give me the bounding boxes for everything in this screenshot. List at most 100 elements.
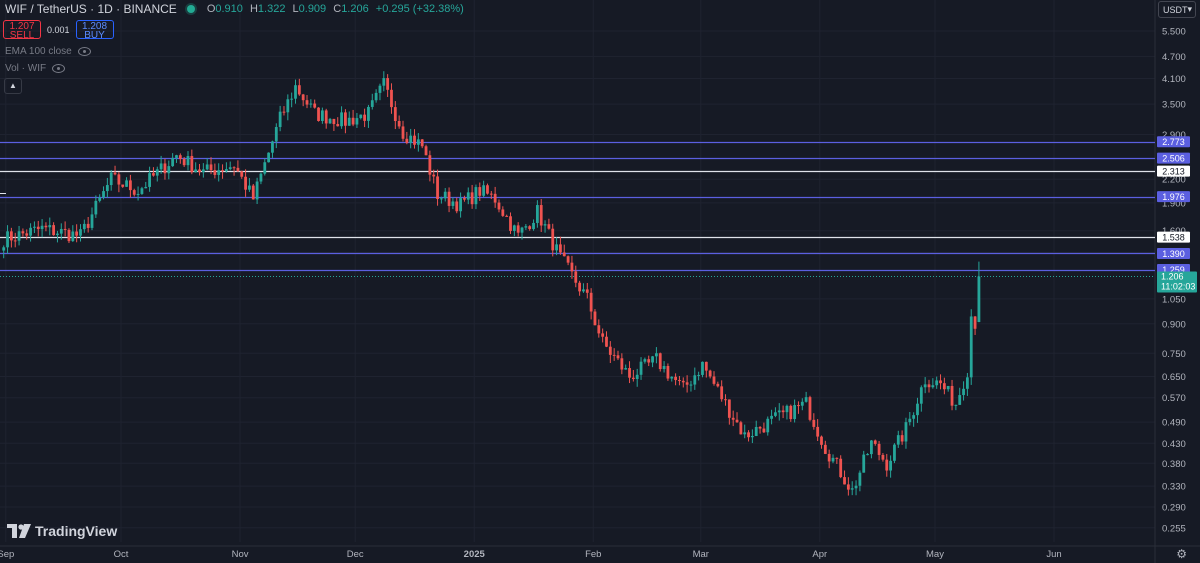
candle-body [616, 355, 620, 359]
eye-icon[interactable] [77, 47, 91, 56]
candle-body [770, 415, 773, 419]
candle [224, 162, 228, 173]
candle [612, 348, 616, 361]
candle [228, 161, 232, 171]
candle-body [747, 432, 750, 438]
candle-body [754, 426, 758, 436]
candle-body [559, 244, 562, 253]
last-price-label: 1.206 [1161, 272, 1184, 282]
candle [678, 376, 681, 386]
candle-body [866, 454, 869, 456]
candle [939, 374, 942, 390]
candle-body [743, 432, 747, 435]
eye-icon[interactable] [52, 64, 66, 73]
candle [413, 129, 416, 149]
candle [535, 200, 539, 228]
candle [63, 221, 67, 237]
candle [747, 430, 750, 442]
symbol-title[interactable]: WIF / TetherUS · 1D · BINANCE [5, 2, 177, 16]
candle-body [159, 163, 163, 170]
candle [597, 319, 601, 338]
candle [839, 455, 843, 479]
candle-body [689, 384, 693, 386]
candle [666, 363, 670, 381]
candle [697, 371, 701, 381]
candle-body [259, 173, 263, 182]
candle [478, 182, 482, 201]
buy-button[interactable]: 1.208 BUY [75, 20, 114, 41]
candle-body [843, 477, 846, 485]
candle [121, 184, 125, 188]
y-axis[interactable]: 5.5004.7004.1003.5002.9002.5002.2001.900… [1162, 27, 1186, 535]
sell-button[interactable]: 1.207 SELL [3, 20, 41, 41]
volume-indicator[interactable]: Vol · WIF [5, 63, 66, 74]
y-tick-label: 1.050 [1162, 294, 1186, 305]
candle [271, 140, 274, 158]
candle [858, 470, 862, 492]
x-tick-label: 2025 [464, 549, 486, 560]
candle [800, 398, 804, 411]
gear-icon[interactable]: ⚙ [1176, 547, 1187, 561]
ohlc-legend: O0.910 H1.322 L0.909 C1.206 +0.295 (+32.… [206, 3, 464, 15]
candle [823, 440, 827, 455]
x-axis[interactable]: Sep Oct Nov Dec 2025 Feb Mar Apr May Jun [0, 549, 1062, 560]
candle [274, 123, 278, 149]
ema-indicator[interactable]: EMA 100 close [5, 46, 91, 57]
tradingview-logo-icon [7, 524, 31, 538]
level-price-label-bg [1157, 165, 1190, 177]
candle [770, 409, 773, 425]
candle [436, 169, 439, 206]
candle-body [493, 193, 497, 203]
candle-body [175, 155, 178, 158]
candle [862, 450, 866, 473]
candle [459, 192, 462, 218]
candle-body [881, 454, 885, 460]
candle [566, 255, 570, 266]
candle-body [171, 157, 175, 167]
candle-body [290, 98, 294, 100]
candle-body [105, 185, 109, 192]
candle-body [601, 333, 605, 337]
candle [198, 163, 201, 176]
candle-body [501, 209, 505, 216]
candle [866, 453, 869, 456]
candle [232, 166, 236, 176]
candle [67, 228, 71, 244]
candle [670, 376, 674, 382]
candle-body [670, 376, 674, 379]
candle [582, 283, 585, 293]
candle [720, 380, 724, 402]
candle [90, 207, 94, 231]
candle-body [424, 146, 428, 156]
candle [186, 151, 190, 171]
candle-body [351, 117, 355, 125]
candle-body [382, 78, 386, 86]
candle-body [470, 192, 474, 205]
candle [520, 226, 524, 240]
candle [774, 407, 777, 418]
candle [501, 206, 505, 217]
candle [340, 106, 343, 129]
candle [593, 309, 597, 326]
candle [470, 184, 474, 209]
candle-body [935, 380, 939, 386]
collapse-legend-button[interactable]: ▲ [4, 78, 22, 94]
candle-body [873, 440, 877, 444]
candle-body [48, 225, 52, 228]
candle-body [228, 167, 232, 170]
candle [651, 355, 654, 368]
candle [36, 220, 40, 237]
y-tick-label: 0.570 [1162, 393, 1186, 404]
currency-selector[interactable]: USDT ▾ [1158, 1, 1196, 18]
candle [125, 177, 128, 187]
candle [539, 199, 543, 232]
candle [616, 350, 620, 361]
candle-body [132, 190, 136, 195]
candle [29, 223, 32, 242]
candle-body [286, 99, 290, 113]
candle [881, 452, 885, 462]
candle [17, 225, 21, 246]
candle-body [509, 216, 512, 231]
candle-body [459, 198, 462, 212]
